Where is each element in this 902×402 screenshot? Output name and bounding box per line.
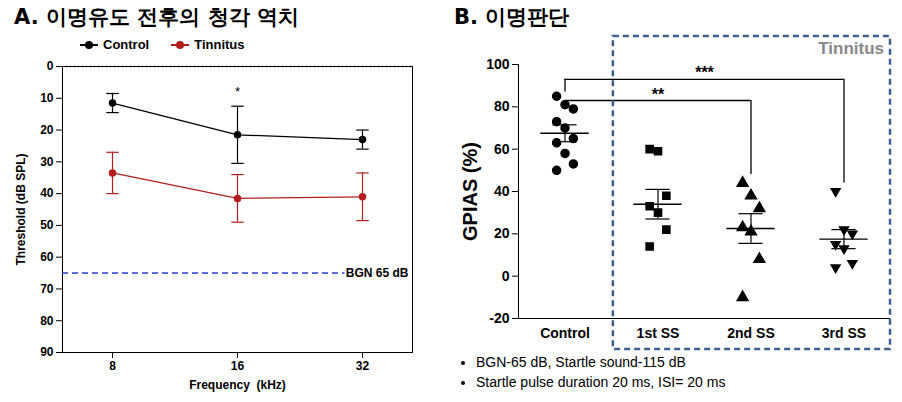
svg-text:0: 0 xyxy=(502,268,510,284)
svg-text:20: 20 xyxy=(40,123,54,137)
svg-text:16: 16 xyxy=(231,359,245,373)
html-text:Tinnitus: Tinnitus xyxy=(194,36,245,52)
html-text:Startle pulse duration 20 ms,: Startle pulse duration 20 ms, ISI= 20 ms xyxy=(476,374,726,390)
svg-text:0: 0 xyxy=(47,59,54,73)
svg-text:90: 90 xyxy=(40,345,54,359)
svg-text:2nd SS: 2nd SS xyxy=(727,325,774,341)
svg-text:-20: -20 xyxy=(489,310,509,326)
svg-text:8: 8 xyxy=(109,359,116,373)
svg-text:Threshold (dB SPL): Threshold (dB SPL) xyxy=(14,154,28,266)
svg-text:Frequency (kHz): Frequency (kHz) xyxy=(189,378,286,392)
svg-text:80: 80 xyxy=(40,314,54,328)
html-text:B. 이명판단: B. 이명판단 xyxy=(454,5,570,29)
svg-text:60: 60 xyxy=(40,250,54,264)
svg-text:40: 40 xyxy=(494,183,510,199)
svg-text:70: 70 xyxy=(40,282,54,296)
svg-text:Control: Control xyxy=(540,325,590,341)
html-text:Control: Control xyxy=(103,36,150,52)
svg-text:40: 40 xyxy=(40,186,54,200)
svg-text:**: ** xyxy=(652,86,665,103)
svg-text:BGN 65 dB: BGN 65 dB xyxy=(346,266,409,280)
svg-text:*: * xyxy=(235,84,240,99)
svg-text:20: 20 xyxy=(494,225,510,241)
svg-text:10: 10 xyxy=(40,91,54,105)
svg-text:***: *** xyxy=(695,64,714,81)
svg-text:60: 60 xyxy=(494,141,510,157)
svg-text:Tinnitus: Tinnitus xyxy=(818,39,884,58)
svg-text:1st SS: 1st SS xyxy=(637,325,680,341)
svg-text:30: 30 xyxy=(40,155,54,169)
svg-text:3rd SS: 3rd SS xyxy=(822,325,866,341)
svg-text:80: 80 xyxy=(494,98,510,114)
svg-text:32: 32 xyxy=(356,359,370,373)
svg-text:50: 50 xyxy=(40,218,54,232)
svg-text:100: 100 xyxy=(486,56,510,72)
svg-text:GPIAS (%): GPIAS (%) xyxy=(459,142,481,241)
html-text:BGN-65 dB, Startle sound-115 d: BGN-65 dB, Startle sound-115 dB xyxy=(476,354,686,370)
html-text:A. 이명유도 전후의 청각 역치: A. 이명유도 전후의 청각 역치 xyxy=(14,5,299,29)
